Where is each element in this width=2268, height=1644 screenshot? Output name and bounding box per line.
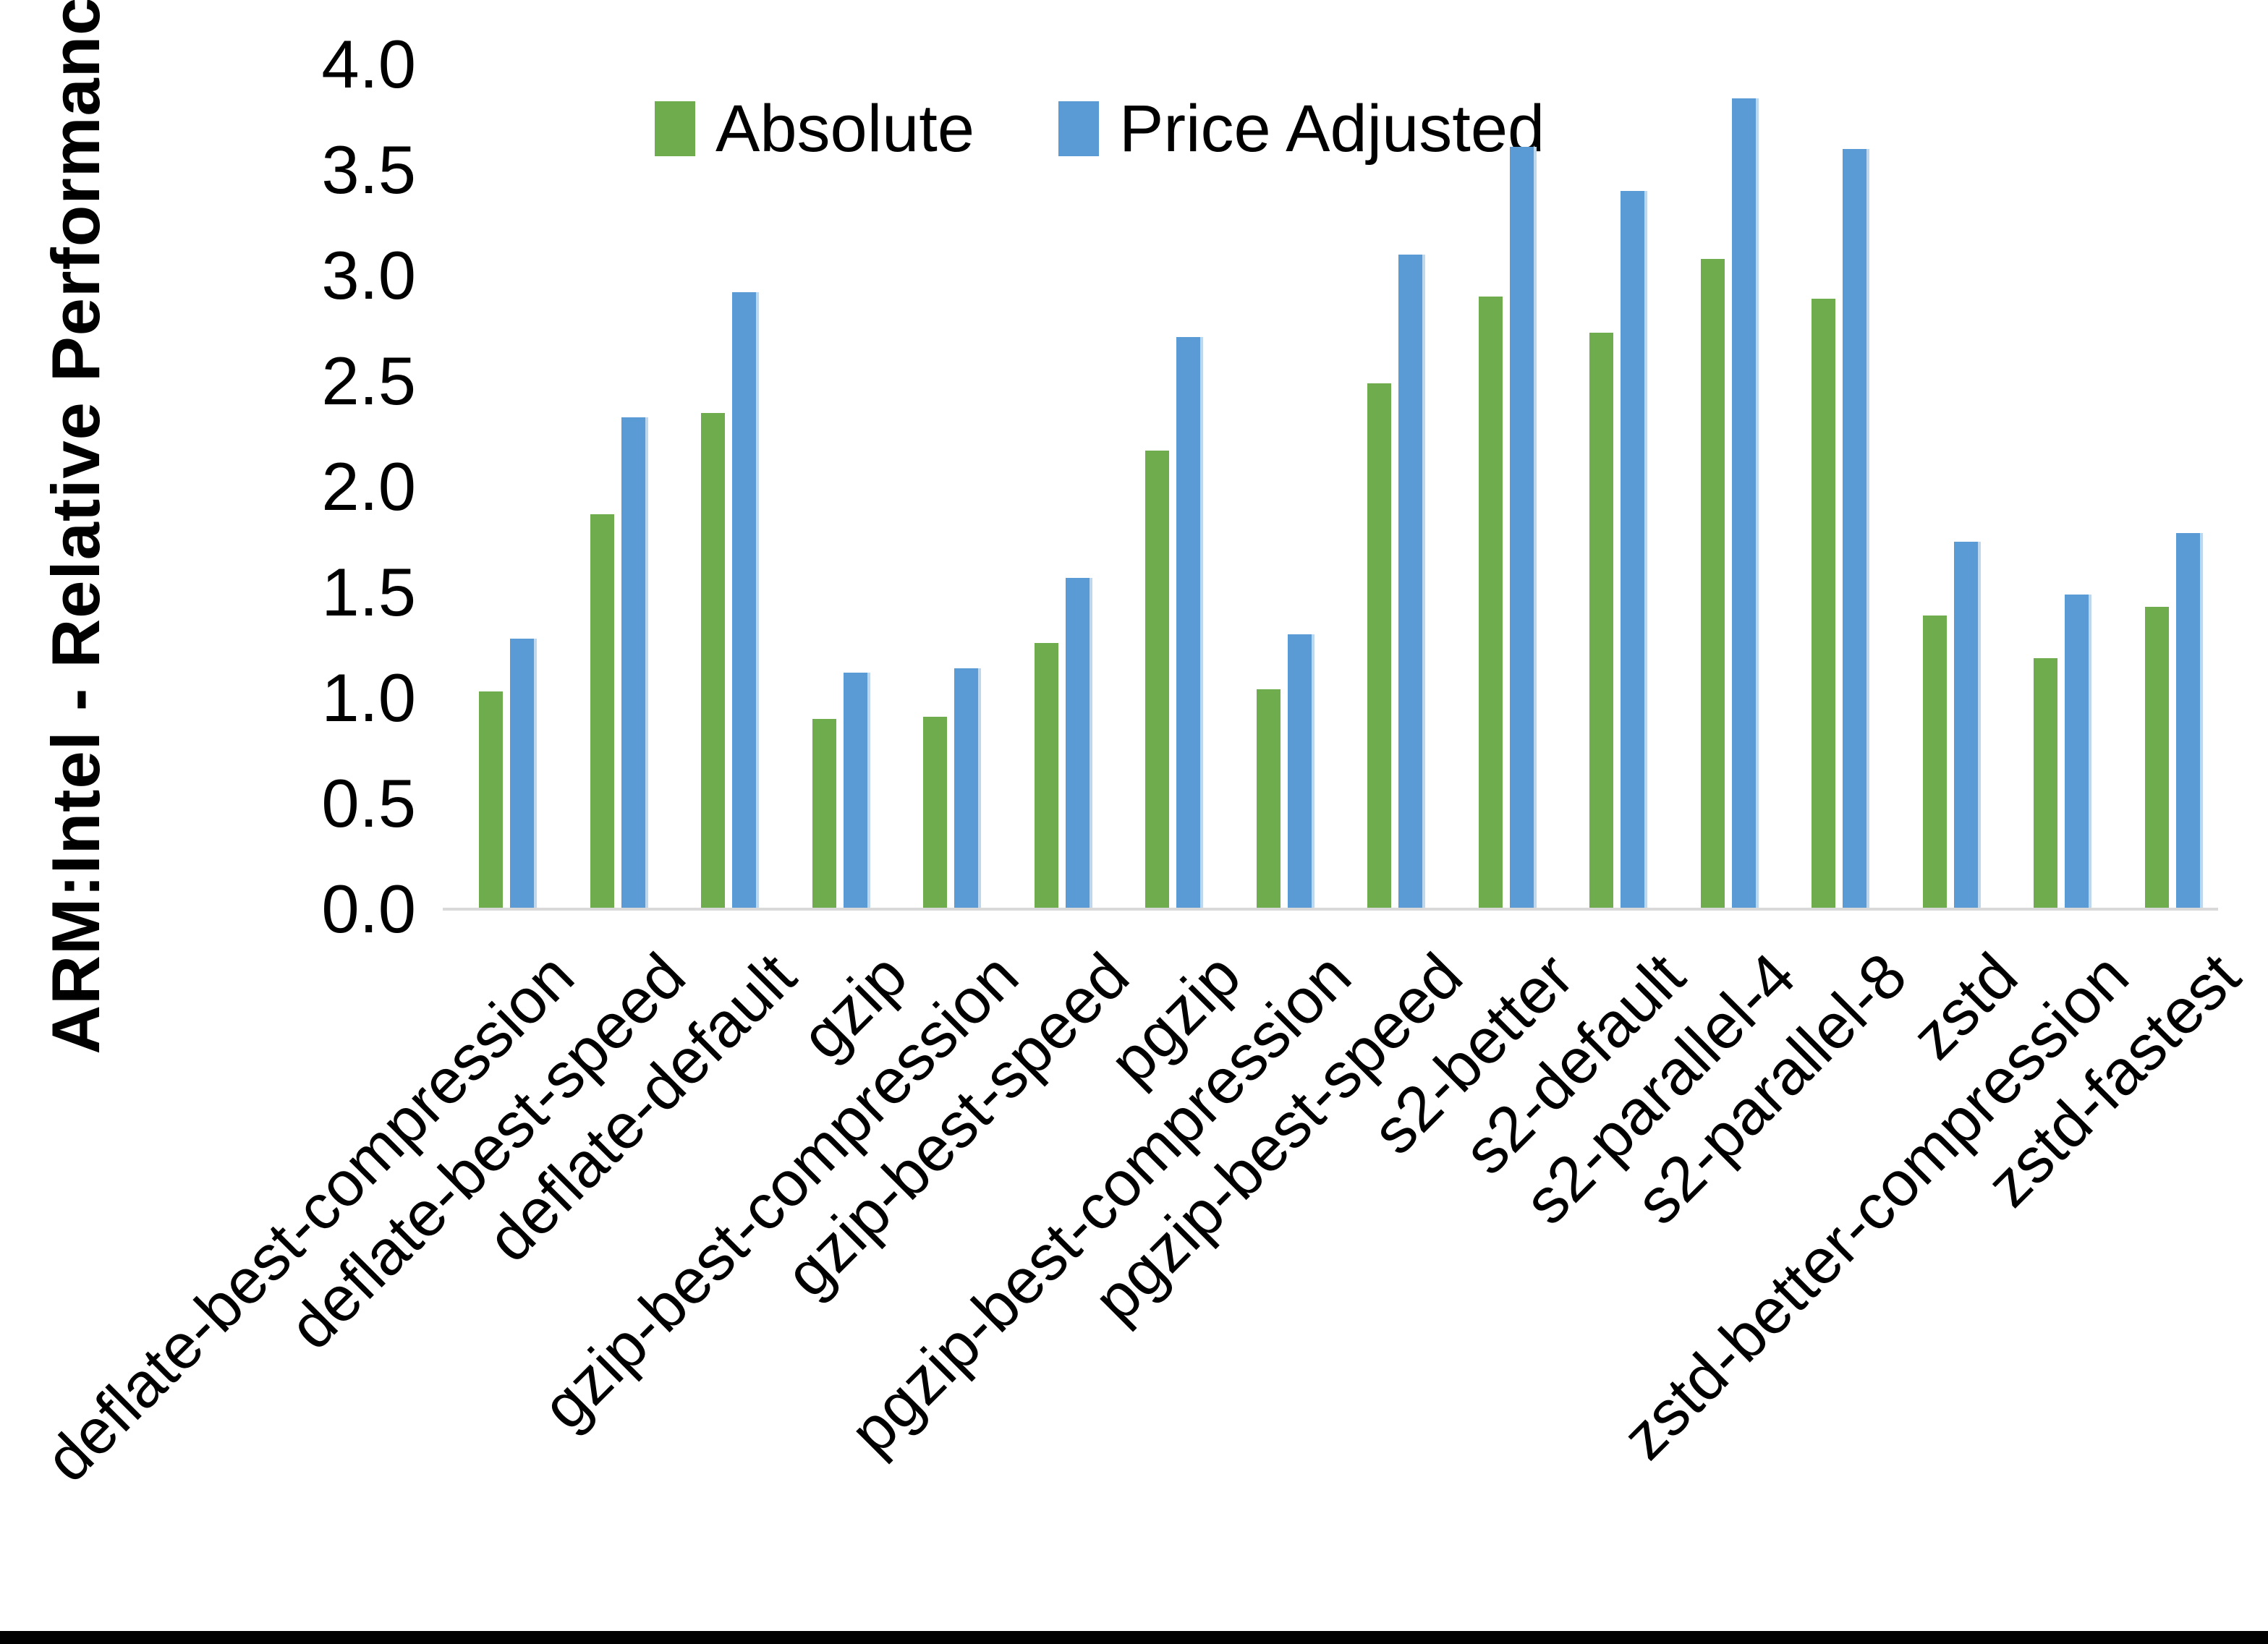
bar-price-adjusted-s2-better <box>1510 147 1537 909</box>
bar-absolute-pgzip-best-compression <box>1257 689 1280 909</box>
bottom-border <box>0 1631 2268 1644</box>
bar-absolute-s2-better <box>1479 297 1503 909</box>
bar-price-adjusted-s2-parallel-8 <box>1843 149 1869 909</box>
bar-absolute-gzip <box>812 719 836 909</box>
y-tick-label: 2.0 <box>321 448 416 524</box>
x-axis-line <box>443 908 2218 911</box>
bar-price-adjusted-zstd <box>1954 542 1981 909</box>
bar-price-adjusted-deflate-best-compression <box>510 639 537 909</box>
bar-absolute-zstd-better-compression <box>2034 658 2057 909</box>
y-tick-label: 2.5 <box>321 343 416 419</box>
bar-absolute-zstd-fastest <box>2145 607 2169 909</box>
bar-absolute-s2-parallel-8 <box>1812 299 1835 909</box>
bar-absolute-deflate-best-compression <box>479 691 503 909</box>
legend-swatch-price-adjusted <box>1058 101 1100 156</box>
bar-price-adjusted-pgzip <box>1176 337 1203 909</box>
bar-absolute-deflate-default <box>701 413 725 909</box>
y-tick-label: 0.0 <box>321 871 416 947</box>
y-tick-label: 1.0 <box>321 660 416 736</box>
y-tick-label: 3.0 <box>321 237 416 313</box>
bar-price-adjusted-gzip <box>844 673 870 909</box>
bar-absolute-s2-default <box>1589 333 1613 909</box>
bar-absolute-pgzip-best-speed <box>1367 383 1391 909</box>
bar-absolute-s2-parallel-4 <box>1701 259 1725 909</box>
y-axis-title: ARM:Intel - Relative Performance <box>38 0 114 1055</box>
y-tick-label: 1.5 <box>321 554 416 630</box>
bar-price-adjusted-deflate-best-speed <box>621 417 648 909</box>
y-tick-label: 4.0 <box>321 26 416 102</box>
legend-label-absolute: Absolute <box>715 91 975 166</box>
bar-price-adjusted-gzip-best-speed <box>1066 578 1092 909</box>
bar-price-adjusted-pgzip-best-speed <box>1398 255 1425 909</box>
legend-label-price-adjusted: Price Adjusted <box>1119 91 1545 166</box>
bar-absolute-deflate-best-speed <box>590 514 614 909</box>
bar-price-adjusted-zstd-better-compression <box>2065 595 2091 909</box>
bar-absolute-zstd <box>1923 616 1947 909</box>
bar-price-adjusted-s2-parallel-4 <box>1732 98 1759 909</box>
bar-price-adjusted-pgzip-best-compression <box>1288 634 1314 909</box>
bar-price-adjusted-gzip-best-compression <box>954 668 981 909</box>
y-tick-label: 3.5 <box>321 132 416 208</box>
bar-absolute-pgzip <box>1145 451 1169 909</box>
bar-price-adjusted-zstd-fastest <box>2176 533 2203 909</box>
y-tick-label: 0.5 <box>321 765 416 841</box>
legend: Absolute Price Adjusted <box>655 94 1545 163</box>
legend-swatch-absolute <box>655 101 695 156</box>
bar-absolute-gzip-best-speed <box>1035 643 1058 909</box>
bar-price-adjusted-deflate-default <box>732 292 759 909</box>
bar-absolute-gzip-best-compression <box>923 717 947 909</box>
bar-price-adjusted-s2-default <box>1621 191 1647 909</box>
